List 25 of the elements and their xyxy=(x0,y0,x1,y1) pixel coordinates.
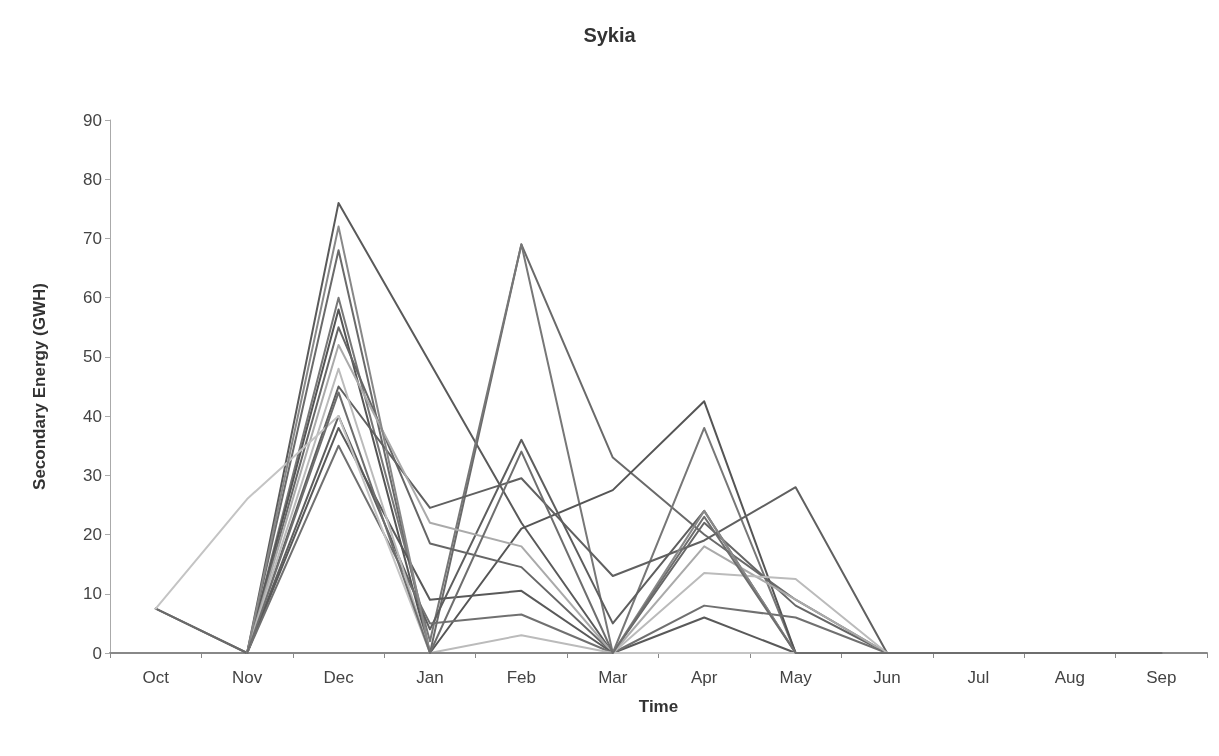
y-tick-label: 70 xyxy=(83,228,102,248)
x-tick-label: Sep xyxy=(1146,668,1177,687)
x-tick-label: Aug xyxy=(1054,668,1085,687)
y-tick-label: 50 xyxy=(83,347,102,367)
y-tick-label: 60 xyxy=(83,288,102,308)
chart-title: Sykia xyxy=(583,24,637,46)
y-tick-label: 80 xyxy=(83,169,102,189)
x-tick-label: Feb xyxy=(506,668,537,687)
x-tick-label: Oct xyxy=(142,668,170,687)
y-tick-label: 40 xyxy=(83,406,102,426)
x-tick-label: Apr xyxy=(690,668,718,687)
x-tick-label: Jan xyxy=(416,668,444,687)
x-tick-label: Mar xyxy=(598,668,628,687)
x-tick-label: Nov xyxy=(232,668,263,687)
x-axis-title: Time xyxy=(638,697,679,716)
y-axis-title: Secondary Energy (GWH) xyxy=(30,283,49,490)
x-tick-label: Jul xyxy=(967,668,990,687)
y-tick-label: 30 xyxy=(83,465,102,485)
y-tick-label: 10 xyxy=(83,584,102,604)
y-tick-label: 20 xyxy=(83,525,102,545)
x-tick-label: May xyxy=(779,668,813,687)
y-tick-label: 0 xyxy=(92,643,102,663)
x-tick-label: Jun xyxy=(873,668,901,687)
x-tick-label: Dec xyxy=(323,668,355,687)
y-tick-label: 90 xyxy=(83,110,102,130)
